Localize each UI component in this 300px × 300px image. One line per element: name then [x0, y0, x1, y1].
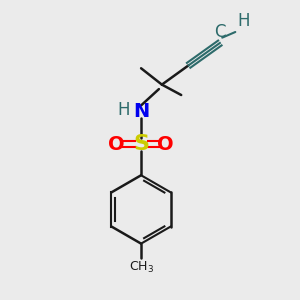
Text: H: H — [238, 12, 250, 30]
Text: CH$_3$: CH$_3$ — [128, 260, 154, 275]
Text: H: H — [117, 101, 130, 119]
Text: O: O — [157, 135, 174, 154]
Text: N: N — [133, 102, 149, 121]
Text: S: S — [133, 134, 149, 154]
Text: O: O — [108, 135, 125, 154]
Text: C: C — [214, 23, 226, 41]
